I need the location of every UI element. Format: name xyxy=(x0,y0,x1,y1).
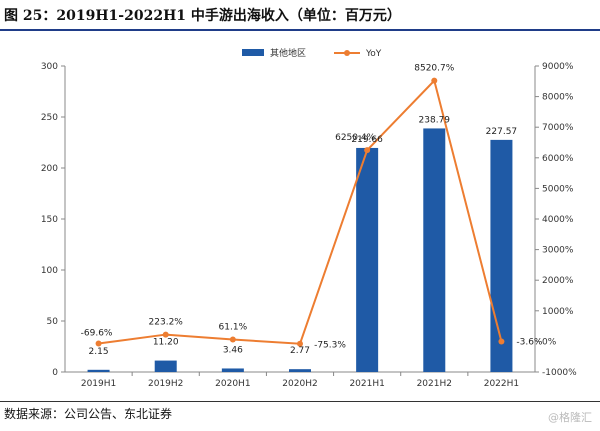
y-left-tick-label: 300 xyxy=(41,62,58,72)
y-left-tick-label: 150 xyxy=(41,215,58,225)
yoy-value-label: 8520.7% xyxy=(414,64,454,74)
y-left-tick-label: 100 xyxy=(41,266,58,276)
yoy-value-label: 61.1% xyxy=(219,323,248,333)
y-left-tick-label: 50 xyxy=(47,317,59,327)
title-divider xyxy=(0,29,600,31)
yoy-value-label: 223.2% xyxy=(149,318,184,328)
legend-line-marker xyxy=(344,50,350,56)
y-right-tick-label: 0% xyxy=(542,337,557,347)
yoy-value-label: -75.3% xyxy=(314,341,346,351)
chart-title: 图 25：2019H1-2022H1 中手游出海收入（单位：百万元） xyxy=(4,8,401,24)
footer-divider xyxy=(0,401,600,402)
bar-value-label: 227.57 xyxy=(486,127,518,137)
y-right-tick-label: 3000% xyxy=(542,246,574,256)
y-right-tick-label: 6000% xyxy=(542,154,574,164)
chart-legend: 其他地区 YoY xyxy=(242,47,382,59)
legend-bar-swatch xyxy=(242,49,264,56)
y-right-tick-label: 2000% xyxy=(542,276,574,286)
bar xyxy=(221,368,244,372)
bar-value-label: 2.15 xyxy=(89,347,109,357)
yoy-point xyxy=(498,338,505,345)
bar-value-label: 3.46 xyxy=(223,345,243,355)
x-tick-label: 2021H2 xyxy=(417,379,452,389)
y-right-tick-label: 8000% xyxy=(542,93,574,103)
x-tick-label: 2020H2 xyxy=(282,379,317,389)
bar xyxy=(490,139,513,372)
bar xyxy=(423,128,446,372)
yoy-value-label: -69.6% xyxy=(81,329,113,339)
bar-value-label: 238.79 xyxy=(419,115,451,125)
bar-series xyxy=(87,128,513,372)
yoy-point xyxy=(95,340,102,347)
x-tick-label: 2021H1 xyxy=(349,379,384,389)
bar xyxy=(87,369,110,372)
y-right-tick-label: 4000% xyxy=(542,215,574,225)
x-tick-label: 2020H1 xyxy=(215,379,250,389)
legend-bar-label: 其他地区 xyxy=(270,47,306,59)
data-labels: 2.15 11.20 3.46 2.77 219.66 238.79 227.57 -69.6… xyxy=(81,64,543,357)
y-right-tick-label: 5000% xyxy=(542,184,574,194)
source-note: 数据来源：公司公告、东北证券 xyxy=(4,407,173,421)
yoy-line-series xyxy=(95,77,505,347)
bar-value-label: 11.20 xyxy=(153,338,179,348)
y-right-tick-label: 9000% xyxy=(542,62,574,72)
bar-value-label: 2.77 xyxy=(290,346,310,356)
yoy-point xyxy=(431,77,438,84)
yoy-point xyxy=(229,336,236,343)
bar xyxy=(356,147,379,372)
watermark: @格隆汇 xyxy=(548,411,592,424)
x-tick-label: 2019H1 xyxy=(81,379,116,389)
y-left-tick-label: 200 xyxy=(41,164,58,174)
y-right-tick-label: 1000% xyxy=(542,307,574,317)
yoy-point xyxy=(162,331,169,338)
x-tick-label: 2022H1 xyxy=(484,379,519,389)
bar xyxy=(154,360,177,372)
yoy-value-label: 6250.4% xyxy=(335,133,375,143)
legend-line-label: YoY xyxy=(365,49,382,59)
y-left-tick-label: 0 xyxy=(52,368,58,378)
yoy-value-label: -3.6% xyxy=(516,338,543,348)
x-tick-label: 2019H2 xyxy=(148,379,183,389)
yoy-point xyxy=(297,340,303,347)
y-right-tick-label: -1000% xyxy=(542,368,577,378)
yoy-point xyxy=(364,147,371,154)
bar-value-label: 219.66 xyxy=(351,135,383,145)
y-right-tick-label: 7000% xyxy=(542,123,574,133)
chart: 0 50 100 150 200 250 300 -1000% 0% 1000% 2000% 3000… xyxy=(41,47,577,389)
y-left-tick-label: 250 xyxy=(41,113,58,123)
bar xyxy=(289,369,311,372)
